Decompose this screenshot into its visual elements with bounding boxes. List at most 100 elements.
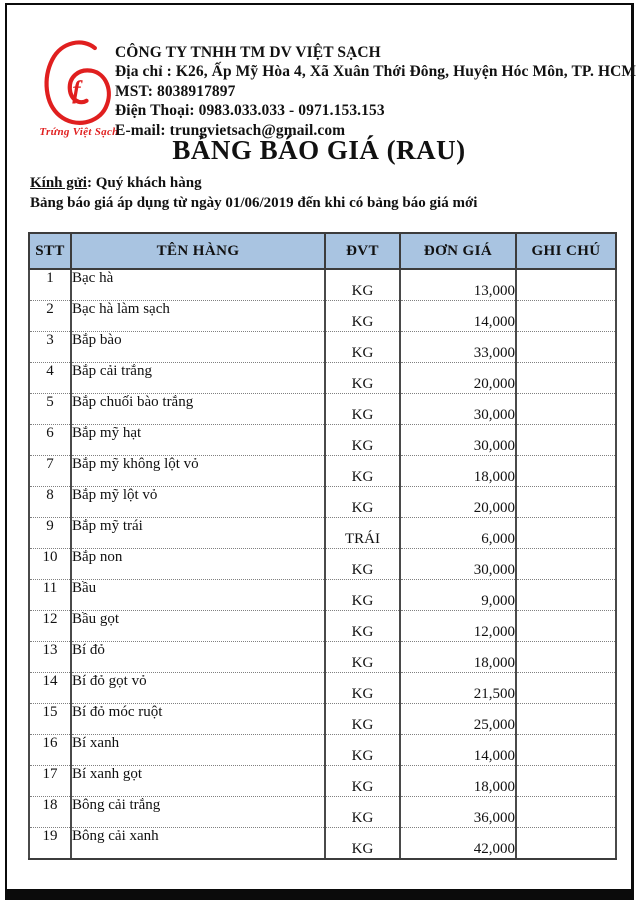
cell-stt: 4	[28, 362, 72, 394]
cell-price: 14,000	[399, 300, 517, 332]
page-title: BẢNG BÁO GIÁ (RAU)	[172, 135, 466, 165]
cell-name: Bí xanh	[70, 734, 326, 766]
cell-note	[515, 672, 617, 704]
cell-unit: KG	[324, 734, 401, 766]
cell-stt: 3	[28, 331, 72, 363]
cell-stt: 5	[28, 393, 72, 425]
cell-name: Bí xanh gọt	[70, 765, 326, 797]
cell-name: Bí đỏ	[70, 641, 326, 673]
company-email: E-mail: trungvietsach@gmail.com	[115, 121, 346, 139]
cell-stt: 11	[28, 579, 72, 611]
cell-name: Bầu gọt	[70, 610, 326, 642]
header-price: ĐƠN GIÁ	[399, 232, 517, 270]
cell-price: 30,000	[399, 424, 517, 456]
company-phone: Điện Thoại: 0983.033.033 - 0971.153.153	[115, 102, 385, 120]
cell-note	[515, 331, 617, 363]
cell-price: 18,000	[399, 455, 517, 487]
greeting-label: Kính gửi	[30, 175, 87, 191]
cell-note	[515, 796, 617, 828]
cell-name: Bầu	[70, 579, 326, 611]
cell-name: Bạc hà làm sạch	[70, 300, 326, 332]
price-table-header: STT TÊN HÀNG ĐVT ĐƠN GIÁ GHI CHÚ	[28, 232, 617, 270]
cell-stt: 19	[28, 827, 72, 860]
header-name: TÊN HÀNG	[70, 232, 326, 270]
table-row: 17 Bí xanh gọt KG 18,000	[28, 765, 617, 797]
company-name: CÔNG TY TNHH TM DV VIỆT SẠCH	[115, 44, 381, 61]
cell-stt: 1	[28, 269, 72, 301]
cell-price: 18,000	[399, 641, 517, 673]
table-row: 9 Bắp mỹ trái TRÁI 6,000	[28, 517, 617, 549]
cell-price: 33,000	[399, 331, 517, 363]
company-address: Địa chỉ : K26, Ấp Mỹ Hòa 4, Xã Xuân Thới…	[115, 63, 637, 81]
header-stt: STT	[28, 232, 72, 270]
cell-unit: TRÁI	[324, 517, 401, 549]
table-row: 7 Bắp mỹ không lột vỏ KG 18,000	[28, 455, 617, 487]
cell-stt: 15	[28, 703, 72, 735]
cell-name: Bắp mỹ trái	[70, 517, 326, 549]
company-info-block: CÔNG TY TNHH TM DV VIỆT SẠCH Địa chỉ : K…	[115, 43, 637, 140]
greeting-line: Kính gửi: Quý khách hàng	[30, 175, 202, 192]
cell-note	[515, 393, 617, 425]
cell-price: 30,000	[399, 393, 517, 425]
cell-stt: 12	[28, 610, 72, 642]
cell-price: 12,000	[399, 610, 517, 642]
company-tax-id: MST: 8038917897	[115, 82, 236, 100]
table-row: 4 Bắp cải trắng KG 20,000	[28, 362, 617, 394]
cell-name: Bắp mỹ hạt	[70, 424, 326, 456]
price-table-body: 1 Bạc hà KG 13,000 2 Bạc hà làm sạch KG 14,000 3…	[28, 269, 617, 860]
cell-unit: KG	[324, 300, 401, 332]
cell-note	[515, 765, 617, 797]
cell-unit: KG	[324, 579, 401, 611]
cell-price: 6,000	[399, 517, 517, 549]
header-row: STT TÊN HÀNG ĐVT ĐƠN GIÁ GHI CHÚ	[28, 232, 617, 270]
table-row: 13 Bí đỏ KG 18,000	[28, 641, 617, 673]
cell-name: Bông cải xanh	[70, 827, 326, 860]
cell-price: 9,000	[399, 579, 517, 611]
table-row: 5 Bắp chuối bào trắng KG 30,000	[28, 393, 617, 425]
cell-price: 20,000	[399, 362, 517, 394]
cell-note	[515, 827, 617, 860]
cell-name: Bắp chuối bào trắng	[70, 393, 326, 425]
table-row: 19 Bông cải xanh KG 42,000	[28, 827, 617, 860]
cell-note	[515, 610, 617, 642]
header-note: GHI CHÚ	[515, 232, 617, 270]
table-row: 3 Bắp bào KG 33,000	[28, 331, 617, 363]
cell-unit: KG	[324, 765, 401, 797]
cell-price: 21,500	[399, 672, 517, 704]
cell-price: 30,000	[399, 548, 517, 580]
cell-price: 20,000	[399, 486, 517, 518]
cell-unit: KG	[324, 703, 401, 735]
cell-name: Bí đỏ gọt vỏ	[70, 672, 326, 704]
cell-stt: 13	[28, 641, 72, 673]
cell-name: Bắp mỹ lột vỏ	[70, 486, 326, 518]
cell-note	[515, 486, 617, 518]
cell-name: Bạc hà	[70, 269, 326, 301]
cell-stt: 10	[28, 548, 72, 580]
cell-note	[515, 455, 617, 487]
company-logo: f Trứng Việt Sạch	[33, 38, 125, 142]
cell-note	[515, 424, 617, 456]
cell-unit: KG	[324, 548, 401, 580]
table-row: 1 Bạc hà KG 13,000	[28, 269, 617, 301]
document-page: f Trứng Việt Sạch CÔNG TY TNHH TM DV VIỆ…	[5, 3, 637, 900]
cell-unit: KG	[324, 362, 401, 394]
validity-note: Bảng báo giá áp dụng từ ngày 01/06/2019 …	[30, 195, 478, 211]
cell-stt: 14	[28, 672, 72, 704]
cell-unit: KG	[324, 486, 401, 518]
cell-unit: KG	[324, 331, 401, 363]
cell-name: Bắp non	[70, 548, 326, 580]
cell-note	[515, 269, 617, 301]
cell-unit: KG	[324, 424, 401, 456]
table-row: 15 Bí đỏ móc ruột KG 25,000	[28, 703, 617, 735]
cell-unit: KG	[324, 269, 401, 301]
header-unit: ĐVT	[324, 232, 401, 270]
cell-unit: KG	[324, 610, 401, 642]
cell-price: 14,000	[399, 734, 517, 766]
cell-unit: KG	[324, 393, 401, 425]
table-row: 12 Bầu gọt KG 12,000	[28, 610, 617, 642]
table-row: 11 Bầu KG 9,000	[28, 579, 617, 611]
cell-price: 36,000	[399, 796, 517, 828]
cell-stt: 6	[28, 424, 72, 456]
table-row: 10 Bắp non KG 30,000	[28, 548, 617, 580]
cell-unit: KG	[324, 672, 401, 704]
